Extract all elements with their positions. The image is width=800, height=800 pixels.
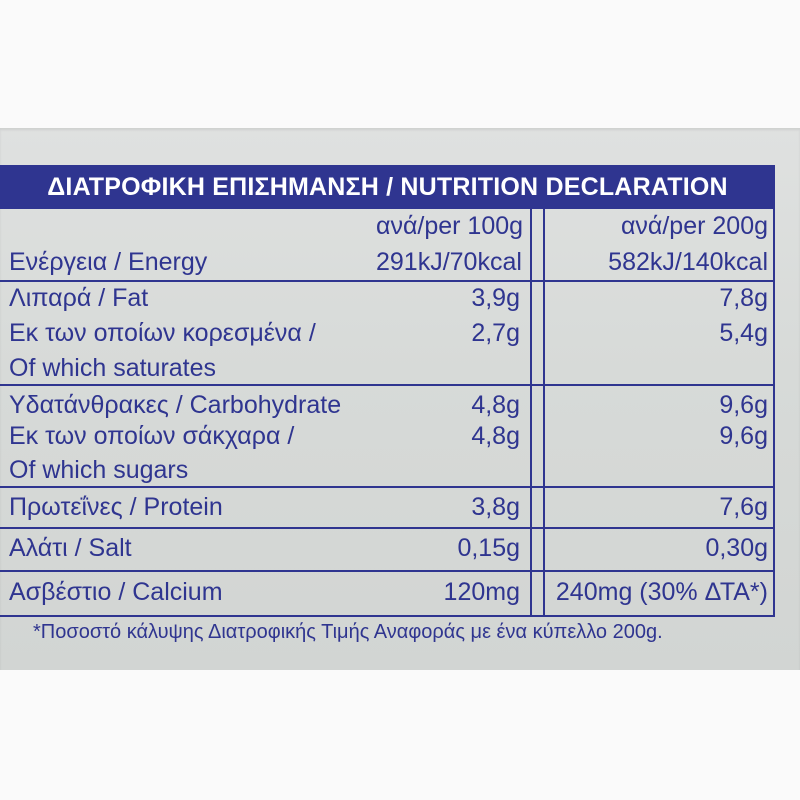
sugars-value-per-200g: 9,6g [719,422,768,450]
saturates-label-english: Of which saturates [9,354,217,382]
column-divider-left [530,209,532,617]
reference-intake-footnote: *Ποσοστό κάλυψης Διατροφικής Τιμής Αναφο… [33,621,663,643]
row-divider-energy [0,280,775,282]
sugars-value-per-100g: 4,8g [471,422,520,450]
nutrition-title-bar: ΔΙΑΤΡΟΦΙΚΗ ΕΠΙΣΗΜΑΝΣΗ / NUTRITION DECLAR… [0,165,775,209]
calcium-value-per-200g: 240mg (30% ΔΤΑ*) [555,578,768,606]
protein-value-per-200g: 7,6g [719,493,768,521]
column-divider-right [543,209,545,617]
carbohydrate-value-per-100g: 4,8g [471,391,520,419]
energy-value-per-100g: 291kJ/70kcal [376,248,522,276]
protein-label: Πρωτεΐνες / Protein [9,493,223,521]
saturates-value-per-200g: 5,4g [719,319,768,347]
fat-value-per-200g: 7,8g [719,284,768,312]
row-divider-protein [0,570,775,572]
fat-label: Λιπαρά / Fat [9,284,149,312]
carbohydrate-label: Υδατάνθρακες / Carbohydrate [9,391,342,419]
column-header-per-200g: ανά/per 200g [620,212,768,240]
product-package-surface [0,128,800,670]
saturates-label-greek: Εκ των οποίων κορεσμένα / [9,319,316,347]
nutrition-table-frame [0,165,775,617]
salt-value-per-200g: 0,30g [705,534,768,562]
energy-value-per-200g: 582kJ/140kcal [608,248,768,276]
column-header-per-100g: ανά/per 100g [376,212,524,240]
row-divider-saturates [0,486,775,488]
sugars-label-greek: Εκ των οποίων σάκχαρα / [9,422,295,450]
row-divider-fat [0,384,775,386]
calcium-value-per-100g: 120mg [443,578,520,606]
row-divider-sugars [0,527,775,529]
carbohydrate-value-per-200g: 9,6g [719,391,768,419]
nutrition-title: ΔΙΑΤΡΟΦΙΚΗ ΕΠΙΣΗΜΑΝΣΗ / NUTRITION DECLAR… [47,172,728,201]
energy-label: Ενέργεια / Energy [9,248,208,276]
salt-label: Αλάτι / Salt [9,534,132,562]
salt-value-per-100g: 0,15g [457,534,520,562]
saturates-value-per-100g: 2,7g [471,319,520,347]
protein-value-per-100g: 3,8g [471,493,520,521]
calcium-label: Ασβέστιο / Calcium [9,578,223,606]
sugars-label-english: Of which sugars [9,456,189,484]
fat-value-per-100g: 3,9g [471,284,520,312]
